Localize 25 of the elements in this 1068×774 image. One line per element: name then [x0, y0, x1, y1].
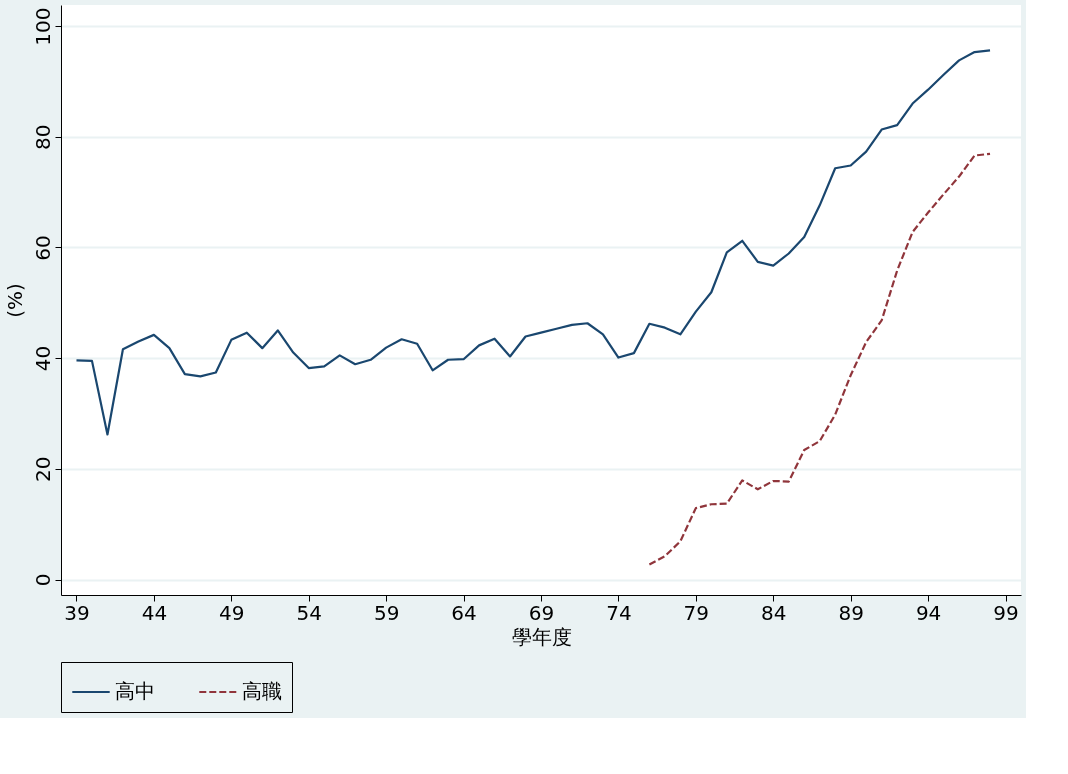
x-tick-label: 54: [296, 600, 322, 625]
y-tick-label: 100: [30, 7, 55, 46]
x-tick-label: 79: [683, 600, 710, 625]
x-tick-label: 89: [838, 600, 864, 625]
x-tick-label: 94: [915, 600, 942, 625]
line-series: [75, 49, 992, 436]
x-tick-label: 84: [761, 600, 787, 625]
y-tick-label: 60: [30, 235, 55, 261]
x-tick-label: 99: [993, 600, 1019, 625]
legend-label: 高中: [115, 679, 155, 703]
x-tick-label: 74: [606, 600, 632, 625]
x-tick-label: 39: [64, 600, 90, 625]
legend-label: 高職: [242, 679, 282, 703]
x-tick-label: 69: [528, 600, 555, 625]
y-tick-label: 40: [30, 345, 55, 372]
line-series: [648, 152, 992, 566]
y-tick-label: 20: [30, 456, 55, 483]
x-tick-label: 59: [373, 600, 400, 625]
y-tick-label: 80: [30, 124, 55, 150]
x-tick-label: 64: [451, 600, 477, 625]
x-axis-title: 學年度: [511, 624, 572, 649]
x-tick-label: 49: [219, 600, 245, 625]
y-tick-label: 0: [30, 573, 55, 587]
y-axis-title: (%): [2, 283, 27, 318]
x-tick-label: 44: [141, 600, 168, 625]
